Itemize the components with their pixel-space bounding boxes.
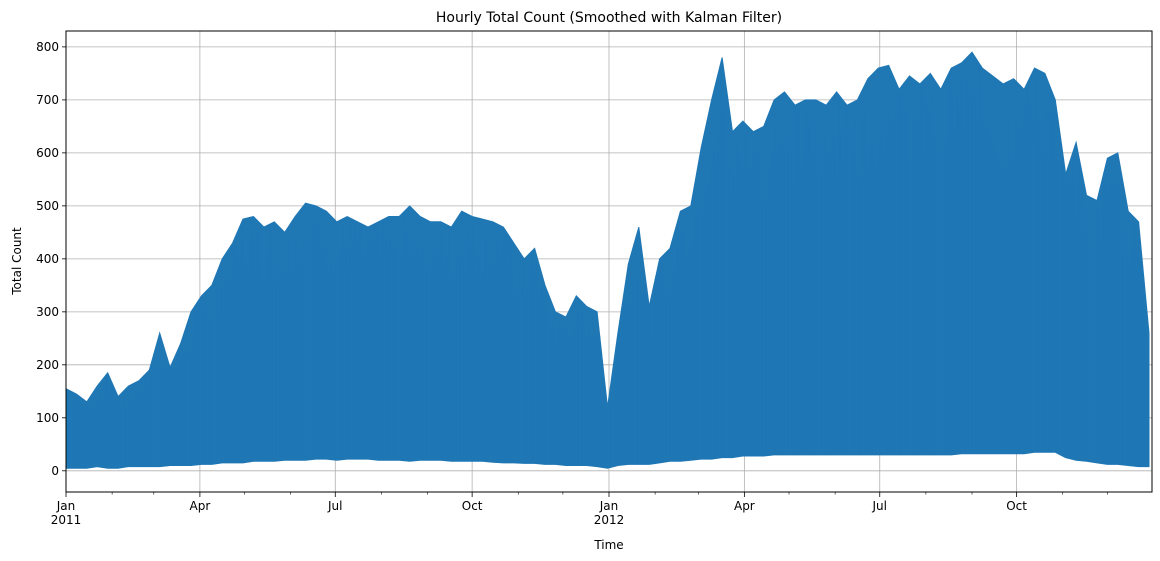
x-tick-year-0: 2011 xyxy=(51,513,82,527)
y-tick-label-5: 500 xyxy=(36,199,59,213)
x-tick-label-7: Oct xyxy=(1006,499,1027,513)
x-tick-label-2: Jul xyxy=(327,499,342,513)
series-0 xyxy=(65,51,1150,469)
y-tick-label-3: 300 xyxy=(36,305,59,319)
y-tick-label-6: 600 xyxy=(36,146,59,160)
x-tick-label-0: Jan xyxy=(56,499,76,513)
y-tick-label-7: 700 xyxy=(36,93,59,107)
chart-title: Hourly Total Count (Smoothed with Kalman… xyxy=(436,10,782,26)
y-tick-label-4: 400 xyxy=(36,252,59,266)
y-tick-label-0: 0 xyxy=(51,464,59,478)
y-tick-label-2: 200 xyxy=(36,358,59,372)
x-tick-year-4: 2012 xyxy=(594,513,625,527)
series-layer xyxy=(65,51,1150,469)
x-tick-label-4: Jan xyxy=(599,499,619,513)
x-tick-label-5: Apr xyxy=(734,499,755,513)
series-0-envelope xyxy=(65,51,1150,469)
y-axis: 0 100 200 300 400 500 600 700 800 xyxy=(36,40,66,478)
y-tick-label-8: 800 xyxy=(36,40,59,54)
x-axis-title: Time xyxy=(593,538,623,552)
x-tick-label-6: Jul xyxy=(872,499,887,513)
x-tick-label-3: Oct xyxy=(462,499,483,513)
y-tick-label-1: 100 xyxy=(36,411,59,425)
series-0-spikes xyxy=(66,65,1149,469)
y-axis-title: Total Count xyxy=(10,227,24,296)
x-tick-label-1: Apr xyxy=(190,499,211,513)
